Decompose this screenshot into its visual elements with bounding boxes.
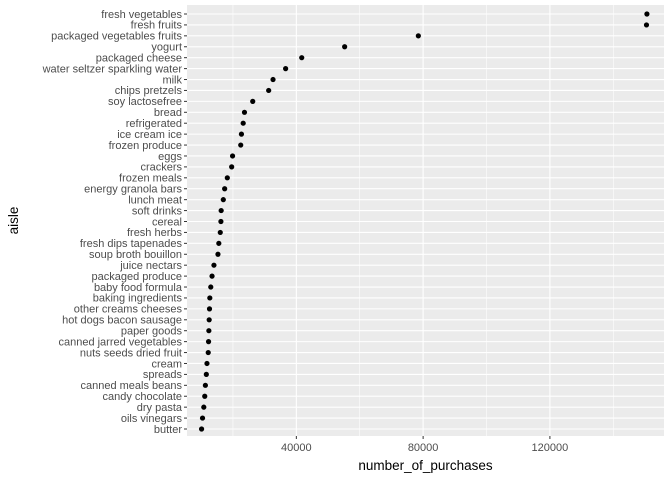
gridlines: [187, 5, 664, 436]
data-point: [216, 240, 222, 246]
y-tick-label: yogurt: [151, 42, 182, 54]
y-tick-label: spreads: [143, 369, 183, 381]
x-tick-marks: [295, 436, 551, 439]
data-point: [204, 360, 210, 367]
y-tick-label: cream: [151, 358, 182, 370]
data-point: [206, 328, 212, 334]
y-tick-label: packaged cheese: [96, 52, 182, 64]
y-tick-label: fresh dips tapenades: [80, 238, 183, 250]
data-point: [238, 142, 244, 148]
y-tick-label: ice cream ice: [117, 129, 182, 141]
y-tick-label: baking ingredients: [93, 293, 183, 305]
data-point: [205, 339, 212, 345]
data-point: [266, 87, 272, 94]
y-tick-label: butter: [154, 424, 182, 436]
y-tick-label: soup broth bouillon: [89, 249, 182, 261]
y-tick-label: hot dogs bacon sausage: [62, 315, 182, 327]
y-tick-label: soft drinks: [132, 205, 183, 217]
y-tick-label: juice nectars: [119, 260, 182, 272]
data-point: [218, 218, 224, 225]
y-tick-label: cereal: [152, 216, 182, 228]
y-tick-label: energy granola bars: [84, 184, 182, 196]
y-tick-label: canned meals beans: [80, 380, 182, 392]
data-point: [220, 197, 226, 203]
data-point: [208, 284, 214, 290]
data-point: [201, 404, 207, 410]
y-tick-label: packaged produce: [91, 271, 182, 283]
data-point: [215, 251, 221, 257]
y-tick-marks: [184, 13, 187, 430]
data-point: [342, 44, 348, 50]
x-axis-title: number_of_purchases: [358, 458, 493, 473]
y-tick-label: fresh fruits: [131, 20, 183, 32]
y-tick-label: frozen produce: [109, 140, 182, 152]
data-point: [206, 306, 213, 312]
y-tick-label: chips pretzels: [115, 85, 183, 97]
data-point: [238, 131, 245, 137]
data-point: [643, 22, 650, 28]
data-point: [202, 382, 208, 388]
data-point: [240, 120, 246, 126]
data-point: [222, 186, 228, 192]
data-point: [270, 76, 276, 83]
y-tick-label: fresh herbs: [127, 227, 183, 239]
data-point: [299, 55, 305, 61]
y-tick-label: eggs: [158, 151, 182, 163]
y-tick-label: other creams cheeses: [74, 304, 183, 316]
y-tick-label: nuts seeds dried fruit: [80, 347, 182, 359]
data-points: [198, 11, 650, 432]
data-point: [224, 175, 230, 181]
x-tick-label: 120000: [532, 442, 569, 454]
y-tick-label: candy chocolate: [103, 391, 183, 403]
data-point: [644, 11, 650, 17]
y-tick-label: crackers: [140, 162, 182, 174]
data-point: [250, 98, 256, 104]
y-tick-label: soy lactosefree: [108, 96, 182, 108]
data-point: [415, 33, 421, 39]
data-point: [283, 66, 289, 72]
data-point: [203, 371, 209, 377]
x-tick-labels: 40000 80000 120000: [281, 442, 568, 454]
data-point: [206, 317, 212, 323]
y-tick-label: bread: [154, 107, 182, 119]
data-point: [202, 393, 208, 399]
data-point: [207, 295, 213, 301]
y-tick-label: paper goods: [121, 326, 183, 338]
data-point: [218, 207, 224, 214]
y-tick-label: fresh vegetables: [101, 9, 182, 21]
y-axis-title: aisle: [6, 207, 21, 235]
y-tick-label: baby food formula: [94, 282, 183, 294]
data-point: [199, 415, 206, 421]
y-tick-label: canned jarred vegetables: [58, 336, 182, 348]
y-tick-label: refrigerated: [126, 118, 182, 130]
data-point: [229, 164, 235, 170]
data-point: [217, 229, 223, 236]
x-tick-label: 40000: [281, 442, 312, 454]
data-point: [209, 273, 215, 279]
data-point: [229, 153, 236, 159]
data-point: [198, 426, 205, 432]
data-point: [211, 262, 217, 268]
y-tick-label: frozen meals: [119, 173, 182, 185]
x-tick-label: 80000: [408, 442, 439, 454]
data-point: [205, 349, 211, 356]
y-tick-label: milk: [162, 74, 182, 86]
data-point: [241, 109, 248, 115]
y-tick-label: packaged vegetables fruits: [51, 31, 182, 43]
y-tick-label: dry pasta: [137, 402, 183, 414]
y-tick-label: lunch meat: [128, 194, 182, 206]
plot-panel: [187, 5, 664, 436]
y-tick-label: water seltzer sparkling water: [42, 63, 183, 75]
y-tick-label: oils vinegars: [121, 413, 183, 425]
